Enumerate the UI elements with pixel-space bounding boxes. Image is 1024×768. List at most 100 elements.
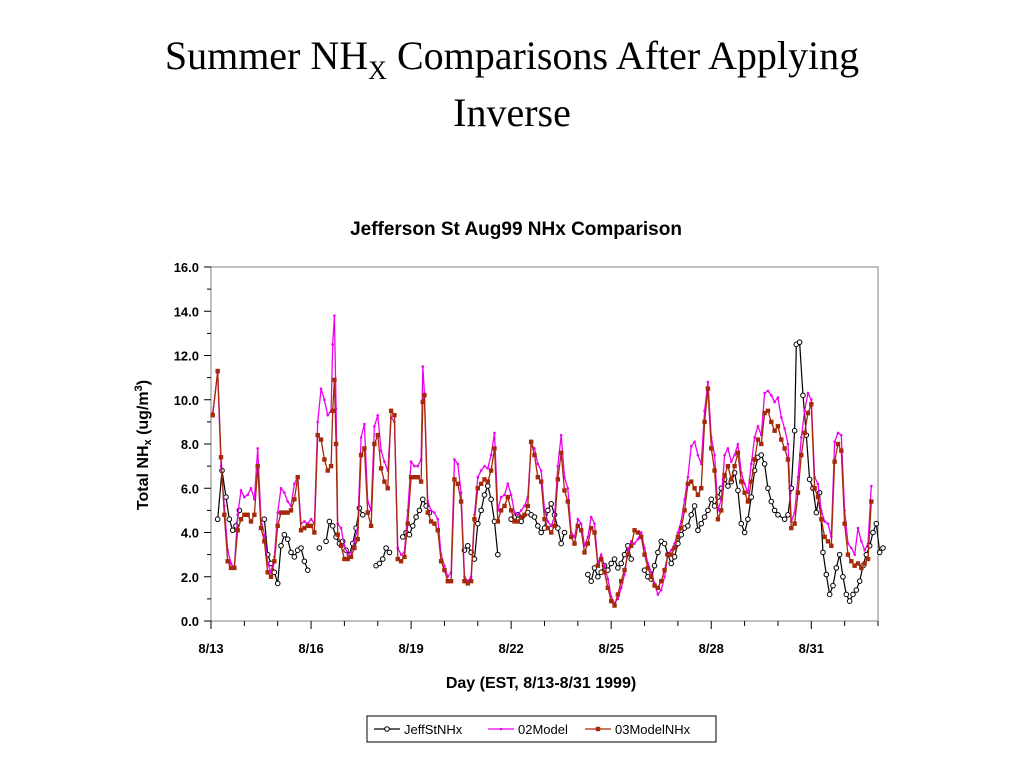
data-point-03modelnhx	[292, 497, 297, 502]
ylabel-sub: x	[142, 438, 154, 445]
data-point-03modelnhx	[412, 474, 417, 480]
data-point-jeffstnhx	[651, 562, 658, 569]
data-point-03modelnhx	[865, 556, 871, 562]
legend-box	[366, 715, 717, 743]
data-point-jeffstnhx	[585, 571, 591, 578]
data-point-02model	[636, 537, 640, 541]
data-point-02model	[776, 396, 780, 399]
data-point-jeffstnhx	[561, 529, 568, 536]
data-point-02model	[733, 453, 736, 457]
ylabel-main: Total NH	[135, 445, 152, 510]
data-point-jeffstnhx	[695, 527, 701, 534]
data-point-03modelnhx	[578, 528, 584, 533]
y-axis-label: Total NHx (ug/m3)	[133, 380, 154, 510]
data-point-02model	[516, 513, 520, 517]
y-tick-label: 0.0	[181, 614, 199, 629]
data-point-02model	[476, 475, 480, 479]
data-point-03modelnhx	[312, 530, 317, 535]
data-point-03modelnhx	[352, 545, 357, 551]
data-point-03modelnhx	[682, 508, 687, 513]
data-point-02model	[840, 433, 843, 437]
data-point-02model	[483, 464, 486, 468]
data-point-jeffstnhx	[304, 567, 311, 573]
data-point-03modelnhx	[215, 368, 220, 374]
data-point-03modelnhx	[665, 552, 671, 557]
data-point-jeffstnhx	[485, 483, 491, 489]
data-point-03modelnhx	[355, 536, 360, 542]
data-point-02model	[756, 425, 760, 428]
data-point-03modelnhx	[542, 517, 547, 522]
data-point-03modelnhx	[699, 486, 704, 491]
data-point-02model	[326, 413, 330, 417]
data-point-jeffstnhx	[611, 556, 618, 562]
data-point-03modelnhx	[762, 410, 767, 416]
data-point-02model	[773, 400, 776, 404]
data-point-03modelnhx	[598, 556, 604, 562]
data-point-03modelnhx	[842, 521, 847, 526]
data-point-03modelnhx	[398, 559, 404, 564]
data-point-jeffstnhx	[608, 560, 615, 567]
data-point-03modelnhx	[462, 578, 467, 584]
data-point-03modelnhx	[609, 598, 614, 604]
data-point-02model	[283, 491, 286, 494]
data-point-jeffstnhx	[329, 523, 336, 529]
data-point-02model	[769, 394, 773, 397]
data-point-02model	[726, 447, 730, 450]
data-point-03modelnhx	[709, 446, 714, 451]
data-point-03modelnhx	[228, 565, 234, 571]
data-point-03modelnhx	[325, 468, 330, 473]
data-point-02model	[713, 453, 716, 457]
data-point-jeffstnhx	[419, 496, 426, 503]
data-point-03modelnhx	[568, 534, 574, 540]
data-point-02model	[499, 495, 503, 499]
data-point-03modelnhx	[809, 401, 814, 407]
data-point-jeffstnhx	[226, 516, 233, 523]
data-point-03modelnhx	[552, 523, 557, 529]
data-point-03modelnhx	[365, 510, 370, 515]
data-point-02model	[319, 387, 323, 390]
data-point-03modelnhx	[759, 441, 764, 447]
data-point-03modelnhx	[298, 528, 304, 533]
data-point-02model	[593, 522, 596, 525]
data-point-jeffstnhx	[800, 392, 806, 399]
data-point-03modelnhx	[675, 534, 681, 540]
data-point-jeffstnhx	[781, 516, 788, 523]
data-point-03modelnhx	[799, 452, 804, 458]
data-point-02model	[576, 517, 580, 521]
data-point-02model	[276, 511, 280, 514]
legend-label-02model: 02Model	[518, 722, 568, 737]
data-point-02model	[293, 482, 296, 486]
data-point-03modelnhx	[845, 552, 851, 557]
ylabel-end: )	[135, 380, 152, 385]
data-point-jeffstnhx	[316, 545, 323, 551]
data-point-jeffstnhx	[833, 565, 840, 571]
data-point-02model	[723, 453, 726, 457]
data-point-03modelnhx	[448, 578, 454, 584]
data-point-03modelnhx	[492, 446, 497, 451]
data-point-03modelnhx	[695, 492, 701, 498]
data-point-03modelnhx	[262, 539, 267, 544]
data-point-jeffstnhx	[820, 549, 826, 556]
data-point-02model	[413, 464, 416, 468]
data-point-03modelnhx	[395, 556, 400, 562]
data-point-02model	[586, 535, 590, 539]
data-point-02model	[236, 513, 239, 517]
data-point-02model	[509, 493, 513, 497]
data-point-02model	[803, 409, 806, 413]
data-point-02model	[619, 586, 623, 590]
data-point-03modelnhx	[528, 439, 534, 444]
data-point-03modelnhx	[428, 519, 434, 524]
data-point-02model	[363, 422, 366, 426]
data-point-02model	[359, 436, 363, 439]
data-point-jeffstnhx	[278, 542, 284, 549]
data-point-02model	[870, 484, 873, 488]
data-point-03modelnhx	[679, 525, 684, 531]
data-point-02model	[860, 540, 863, 543]
data-point-03modelnhx	[705, 386, 711, 391]
data-point-03modelnhx	[458, 499, 464, 504]
data-point-jeffstnhx	[873, 520, 880, 527]
data-point-02model	[343, 544, 346, 548]
data-point-jeffstnhx	[323, 538, 329, 545]
data-point-02model	[656, 593, 660, 596]
